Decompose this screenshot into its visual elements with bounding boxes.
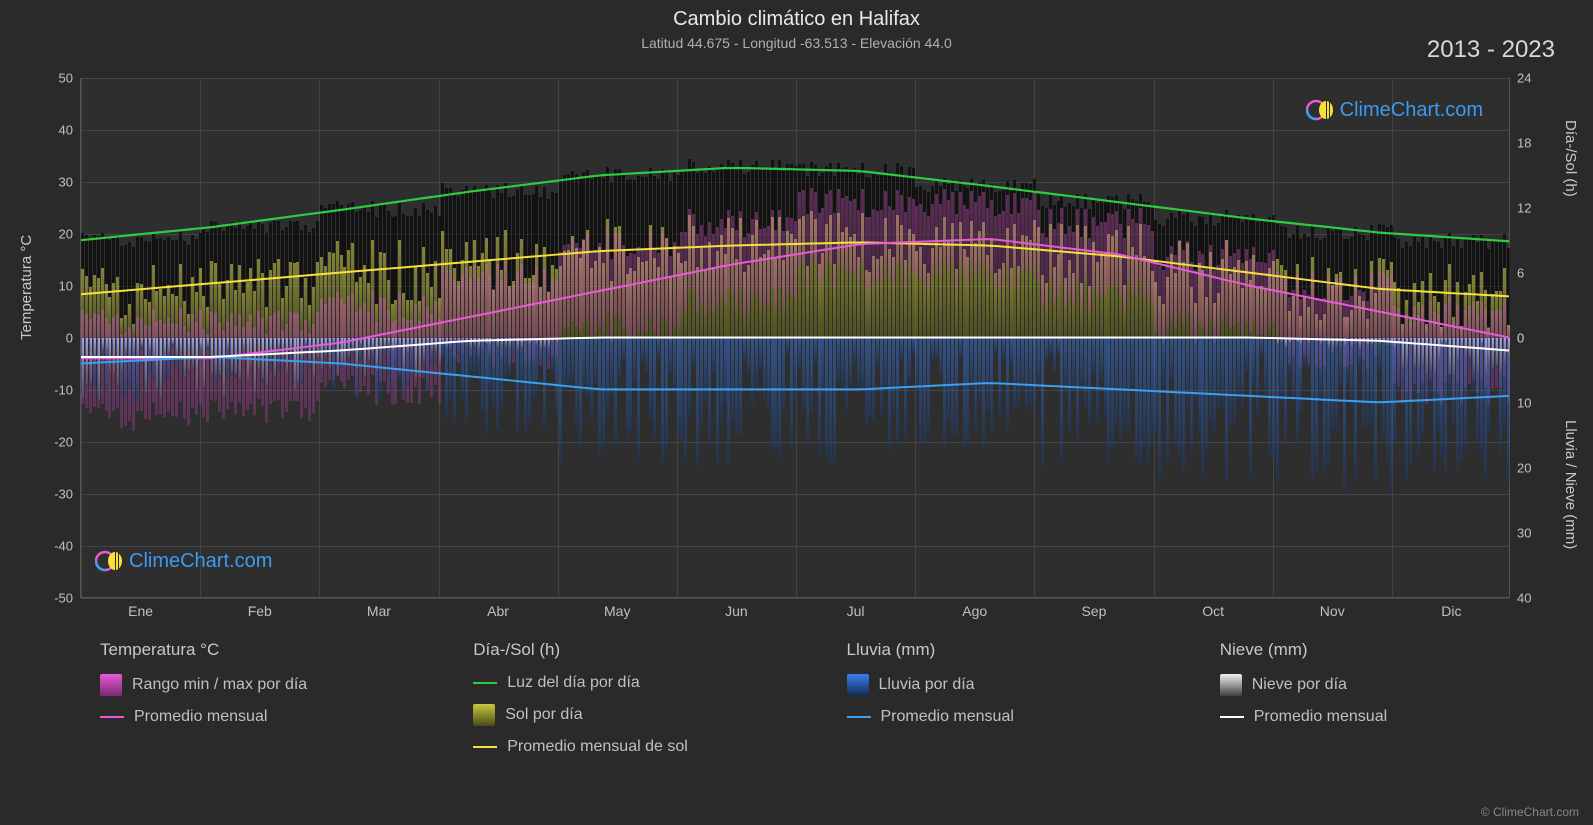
chart-title: Cambio climático en Halifax [0,0,1593,31]
legend-col-rain: Lluvia (mm) Lluvia por día Promedio mensu… [847,640,1180,768]
brand-logo-bottom: ClimeChart.com [95,547,272,575]
y-right-tick: 6 [1509,266,1524,281]
legend-item: Luz del día por día [473,674,806,692]
brand-logo-top: ClimeChart.com [1306,96,1483,124]
y-left-tick: -50 [54,591,81,606]
legend-label: Promedio mensual [1254,708,1387,726]
y-left-tick: 10 [59,279,81,294]
y-right-tick: 10 [1509,396,1531,411]
y-right-tick: 0 [1509,331,1524,346]
legend-swatch [1220,716,1244,718]
legend-swatch [1220,674,1242,696]
y-left-tick: 20 [59,227,81,242]
legend-swatch [473,704,495,726]
legend-item: Promedio mensual [100,708,433,726]
legend-item: Promedio mensual [847,708,1180,726]
legend-item: Nieve por día [1220,674,1553,696]
brand-text: ClimeChart.com [1340,99,1483,122]
legend-swatch [847,716,871,718]
legend-swatch [100,674,122,696]
legend-item: Sol por día [473,704,806,726]
y-right-tick: 30 [1509,526,1531,541]
x-month-tick: Jul [847,597,865,619]
y-left-tick: 30 [59,175,81,190]
y-left-tick: -10 [54,383,81,398]
legend-label: Promedio mensual de sol [507,738,688,756]
x-month-tick: Ago [962,597,987,619]
legend-swatch [473,746,497,748]
legend-item: Rango min / max por día [100,674,433,696]
x-month-tick: May [604,597,630,619]
y-right-axis-label-bottom: Lluvia / Nieve (mm) [1562,420,1579,549]
legend-item: Lluvia por día [847,674,1180,696]
y-right-axis-label-top: Día-/Sol (h) [1562,120,1579,197]
y-right-tick: 40 [1509,591,1531,606]
x-month-tick: Sep [1081,597,1106,619]
y-left-tick: 50 [59,71,81,86]
logo-icon [95,547,123,575]
legend-col-snow: Nieve (mm) Nieve por día Promedio mensual [1220,640,1553,768]
legend-header: Lluvia (mm) [847,640,1180,660]
legend-col-daysun: Día-/Sol (h) Luz del día por día Sol por … [473,640,806,768]
y-left-tick: 40 [59,123,81,138]
chart-plot-area: -50-40-30-20-1001020304050 0612182401020… [80,78,1510,598]
legend-item: Promedio mensual de sol [473,738,806,756]
legend-label: Promedio mensual [134,708,267,726]
legend-label: Luz del día por día [507,674,640,692]
legend-label: Promedio mensual [881,708,1014,726]
legend-swatch [847,674,869,696]
y-left-tick: -30 [54,487,81,502]
logo-icon [1306,96,1334,124]
x-month-tick: Nov [1320,597,1345,619]
legend-swatch [473,682,497,684]
y-right-tick: 24 [1509,71,1531,86]
y-left-tick: 0 [66,331,81,346]
copyright: © ClimeChart.com [1481,805,1579,819]
legend-header: Día-/Sol (h) [473,640,806,660]
y-left-axis-label: Temperatura °C [18,235,35,340]
y-left-tick: -20 [54,435,81,450]
year-range: 2013 - 2023 [1427,36,1555,64]
y-right-tick: 18 [1509,136,1531,151]
brand-text: ClimeChart.com [129,550,272,573]
legend-label: Lluvia por día [879,676,975,694]
y-right-tick: 20 [1509,461,1531,476]
x-month-tick: Feb [248,597,272,619]
chart-subtitle: Latitud 44.675 - Longitud -63.513 - Elev… [0,31,1593,51]
legend-item: Promedio mensual [1220,708,1553,726]
legend-swatch [100,716,124,718]
x-month-tick: Jun [725,597,748,619]
x-month-tick: Dic [1441,597,1461,619]
legend-label: Sol por día [505,706,582,724]
legend-header: Nieve (mm) [1220,640,1553,660]
legend-label: Rango min / max por día [132,676,307,694]
legend-header: Temperatura °C [100,640,433,660]
y-right-tick: 12 [1509,201,1531,216]
legend-col-temperature: Temperatura °C Rango min / max por día Pr… [100,640,433,768]
x-month-tick: Oct [1202,597,1224,619]
y-left-tick: -40 [54,539,81,554]
legend: Temperatura °C Rango min / max por día Pr… [100,640,1553,768]
legend-label: Nieve por día [1252,676,1347,694]
x-month-tick: Ene [128,597,153,619]
x-month-tick: Abr [487,597,509,619]
x-month-tick: Mar [367,597,391,619]
